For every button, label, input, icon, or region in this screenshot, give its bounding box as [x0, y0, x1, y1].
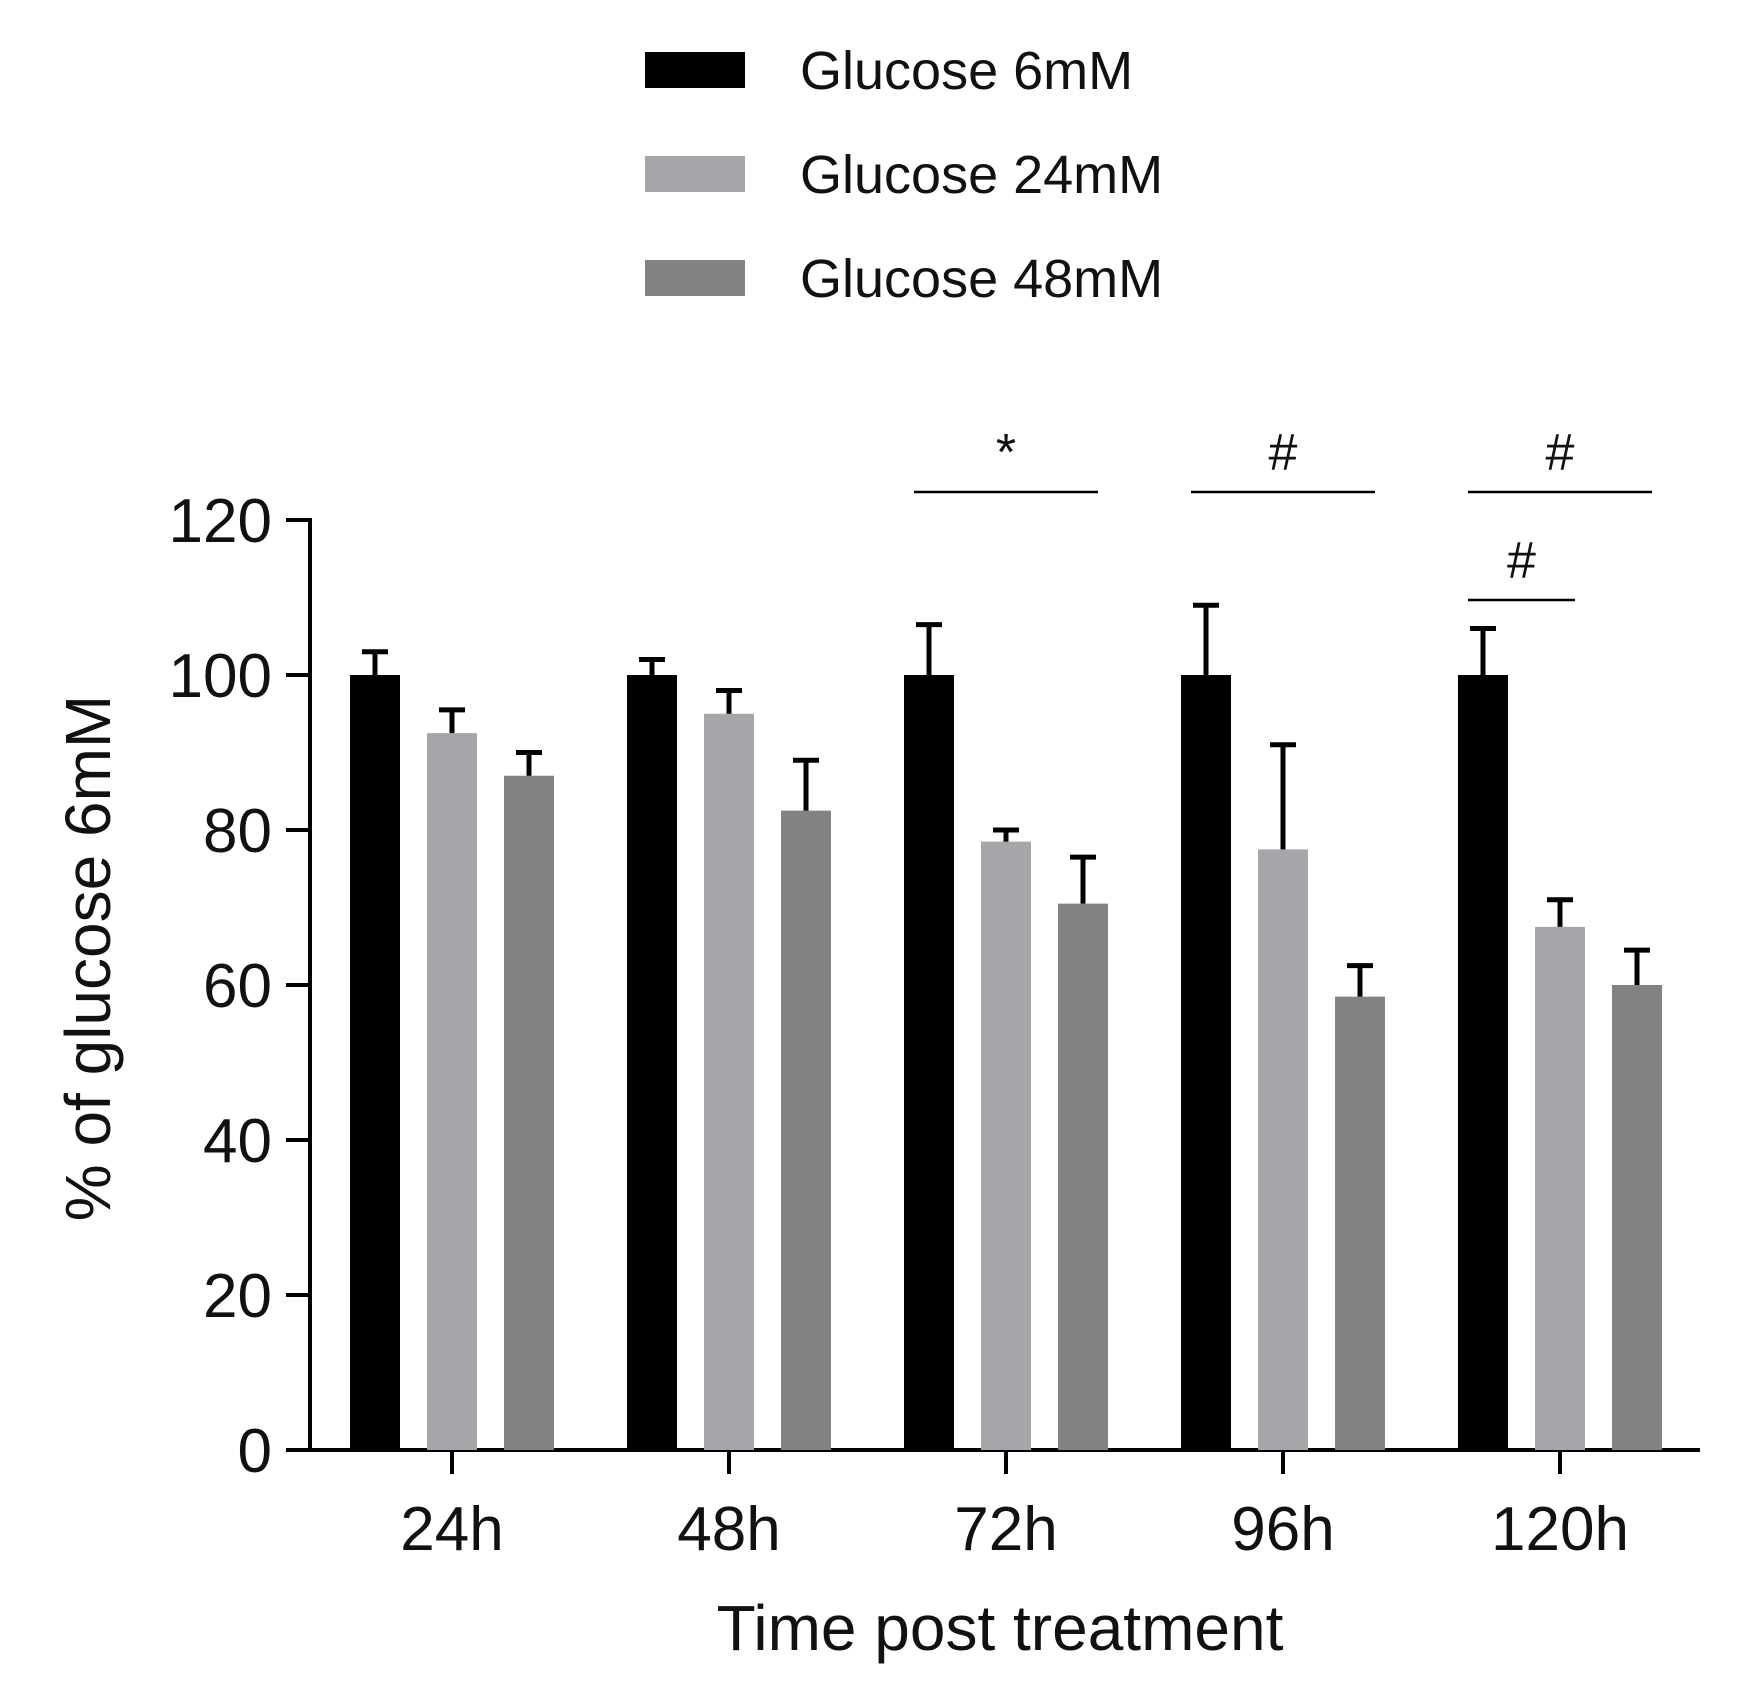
legend-label: Glucose 48mM: [800, 249, 1163, 309]
y-tick-label: 0: [238, 1417, 272, 1486]
bars: [350, 602, 1662, 1450]
bar: [781, 810, 831, 1450]
bar: [1058, 903, 1108, 1450]
significance-annotations: * # ##: [914, 424, 1652, 602]
bar: [1258, 849, 1308, 1450]
bar: [981, 841, 1031, 1450]
y-axis-title: % of glucose 6mM: [52, 695, 124, 1221]
significance-label: #: [1546, 424, 1575, 482]
bar: [427, 733, 477, 1450]
x-tick-label: 48h: [677, 1495, 780, 1564]
legend-swatch: [645, 52, 745, 88]
significance-label: *: [996, 424, 1016, 482]
bar: [1181, 675, 1231, 1450]
bar: [350, 675, 400, 1450]
x-tick-label: 72h: [954, 1495, 1057, 1564]
y-tick-label: 40: [203, 1107, 272, 1176]
bar: [1458, 675, 1508, 1450]
significance-label: #: [1269, 424, 1298, 482]
bar: [627, 675, 677, 1450]
legend-swatch: [645, 260, 745, 296]
y-tick-label: 60: [203, 952, 272, 1021]
x-axis-title: Time post treatment: [717, 1592, 1284, 1664]
bar: [904, 675, 954, 1450]
x-tick-label: 96h: [1231, 1495, 1334, 1564]
y-tick-label: 20: [203, 1262, 272, 1331]
significance-label: #: [1507, 532, 1536, 590]
x-tick-label: 120h: [1491, 1495, 1629, 1564]
bar: [1612, 985, 1662, 1450]
x-axis: 24h 48h 72h 96h 120h: [308, 1448, 1700, 1564]
y-tick-label: 100: [169, 642, 272, 711]
bar: [1535, 926, 1585, 1450]
legend-swatch: [645, 156, 745, 192]
bar: [504, 775, 554, 1450]
legend-label: Glucose 24mM: [800, 145, 1163, 205]
y-tick-label: 80: [203, 797, 272, 866]
y-tick-label: 120: [169, 487, 272, 556]
x-tick-label: 24h: [400, 1495, 503, 1564]
bar: [704, 713, 754, 1450]
bar: [1335, 996, 1385, 1450]
legend-label: Glucose 6mM: [800, 41, 1133, 101]
y-axis: 0 20 40 60 80 100 120: [169, 487, 312, 1486]
legend: Glucose 6mM Glucose 24mM Glucose 48mM: [645, 41, 1163, 309]
